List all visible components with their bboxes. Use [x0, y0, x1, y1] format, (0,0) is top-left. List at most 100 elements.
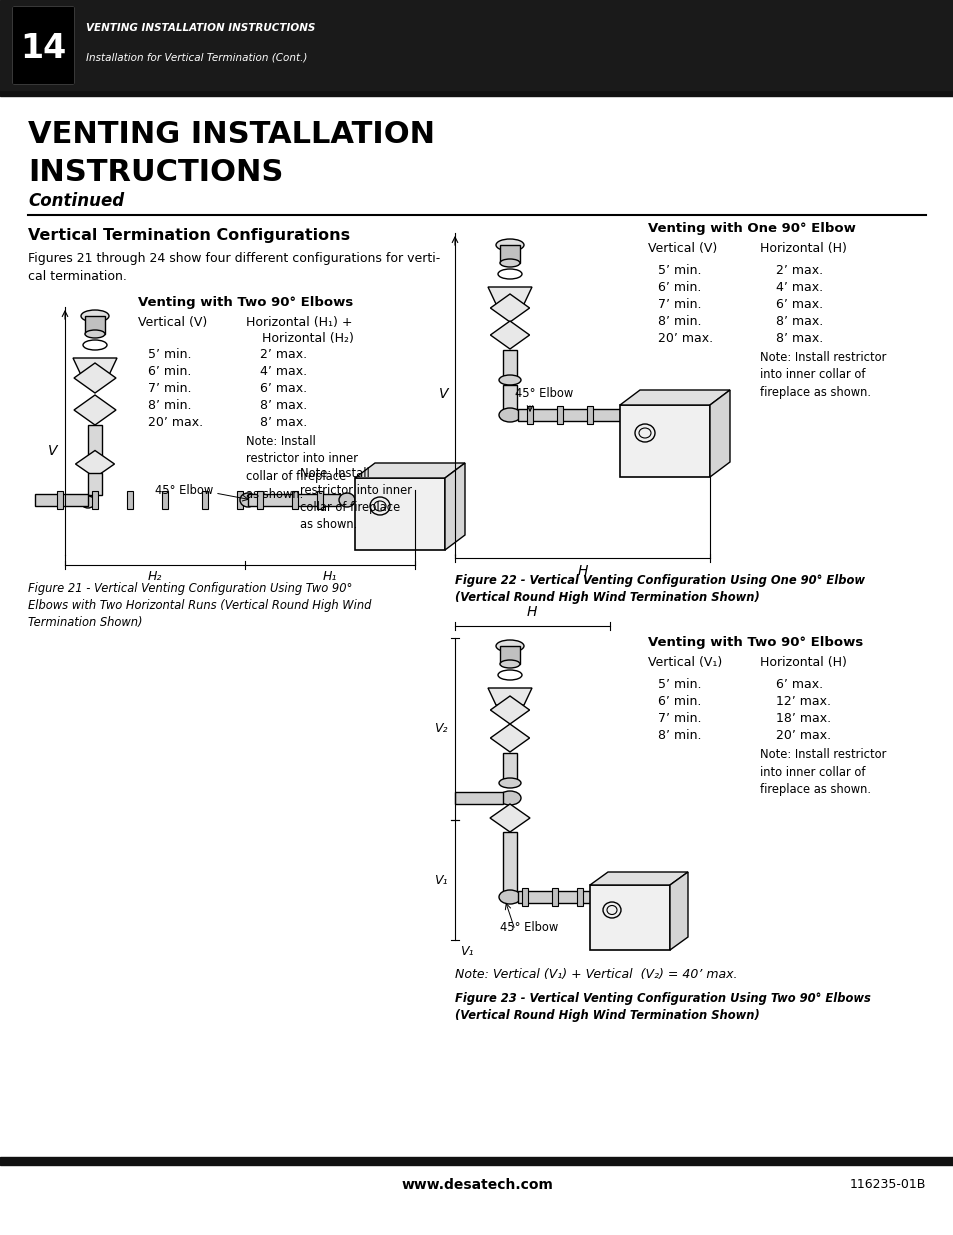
Text: Venting with Two 90° Elbows: Venting with Two 90° Elbows: [138, 296, 353, 309]
Text: 6’ max.: 6’ max.: [775, 298, 822, 311]
Text: Venting with One 90° Elbow: Venting with One 90° Elbow: [647, 222, 855, 235]
Polygon shape: [74, 363, 116, 393]
Text: VENTING INSTALLATION: VENTING INSTALLATION: [28, 120, 435, 149]
Text: 2’ max.: 2’ max.: [775, 264, 822, 277]
Ellipse shape: [498, 375, 520, 385]
Text: Note: Install
restrictor into inner
collar of fireplace
as shown.: Note: Install restrictor into inner coll…: [246, 435, 357, 500]
Bar: [88, 473, 102, 495]
Bar: [577, 888, 582, 906]
Text: Continued: Continued: [28, 191, 124, 210]
Bar: [57, 492, 63, 509]
Ellipse shape: [85, 330, 105, 338]
Text: V₁: V₁: [459, 945, 473, 958]
Text: H₂: H₂: [148, 571, 162, 583]
Polygon shape: [488, 688, 532, 705]
Bar: [517, 409, 619, 421]
Bar: [0, 1157, 953, 1165]
Text: Figure 21 - Vertical Venting Configuration Using Two 90°
Elbows with Two Horizon: Figure 21 - Vertical Venting Configurati…: [28, 582, 371, 629]
Polygon shape: [709, 390, 729, 477]
Text: Venting with Two 90° Elbows: Venting with Two 90° Elbows: [647, 636, 862, 650]
Bar: [91, 492, 98, 509]
Bar: [0, 0, 953, 90]
Text: 6’ max.: 6’ max.: [775, 678, 822, 692]
Ellipse shape: [496, 240, 523, 251]
Bar: [236, 492, 243, 509]
Polygon shape: [619, 390, 729, 405]
Text: H: H: [526, 605, 537, 619]
Ellipse shape: [338, 493, 355, 508]
Text: 6’ max.: 6’ max.: [260, 382, 307, 395]
Text: 45° Elbow: 45° Elbow: [499, 921, 558, 934]
Text: 8’ max.: 8’ max.: [775, 332, 822, 345]
Polygon shape: [488, 287, 532, 304]
Text: 8’ max.: 8’ max.: [260, 416, 307, 429]
Bar: [557, 406, 562, 424]
Text: 116235-01B: 116235-01B: [849, 1178, 925, 1192]
Text: V₂: V₂: [434, 722, 448, 736]
Bar: [517, 890, 595, 903]
Bar: [202, 492, 208, 509]
Polygon shape: [490, 294, 529, 322]
Text: Vertical (V): Vertical (V): [138, 316, 207, 329]
Bar: [499, 245, 519, 263]
Text: Installation for Vertical Termination (Cont.): Installation for Vertical Termination (C…: [86, 53, 307, 63]
Bar: [589, 885, 669, 950]
Bar: [316, 492, 323, 509]
Ellipse shape: [81, 496, 95, 508]
Bar: [455, 792, 502, 804]
Text: 8’ max.: 8’ max.: [260, 399, 307, 412]
Text: 12’ max.: 12’ max.: [775, 695, 830, 708]
Text: Horizontal (H): Horizontal (H): [760, 656, 846, 669]
Bar: [502, 385, 517, 415]
Polygon shape: [490, 804, 530, 832]
Bar: [552, 888, 558, 906]
Text: 4’ max.: 4’ max.: [260, 366, 307, 378]
Text: Vertical Termination Configurations: Vertical Termination Configurations: [28, 228, 350, 243]
Polygon shape: [490, 321, 529, 350]
Text: 20’ max.: 20’ max.: [658, 332, 713, 345]
Text: 2’ max.: 2’ max.: [260, 348, 307, 361]
Bar: [526, 406, 533, 424]
Text: 14: 14: [20, 32, 66, 64]
Text: 45° Elbow: 45° Elbow: [515, 387, 573, 400]
Bar: [127, 492, 132, 509]
Polygon shape: [490, 724, 529, 752]
Text: H: H: [578, 564, 588, 578]
Bar: [586, 406, 593, 424]
Polygon shape: [444, 463, 464, 550]
Ellipse shape: [496, 640, 523, 652]
Text: Horizontal (H₁) +
    Horizontal (H₂): Horizontal (H₁) + Horizontal (H₂): [246, 316, 354, 345]
Polygon shape: [73, 358, 117, 375]
Text: V₁: V₁: [434, 873, 448, 887]
Bar: [502, 753, 517, 783]
Polygon shape: [589, 872, 687, 885]
Ellipse shape: [240, 493, 255, 508]
Bar: [292, 492, 297, 509]
Bar: [499, 646, 519, 664]
Text: V: V: [438, 387, 448, 401]
Polygon shape: [74, 395, 116, 425]
Text: Figure 23 - Vertical Venting Configuration Using Two 90° Elbows
(Vertical Round : Figure 23 - Vertical Venting Configurati…: [455, 992, 870, 1023]
Bar: [85, 316, 105, 333]
Text: Vertical (V): Vertical (V): [647, 242, 717, 254]
Text: 20’ max.: 20’ max.: [775, 729, 830, 742]
Text: 4’ max.: 4’ max.: [775, 282, 822, 294]
Bar: [355, 478, 444, 550]
Bar: [502, 350, 517, 380]
Text: 6’ min.: 6’ min.: [658, 695, 700, 708]
Text: 45° Elbow: 45° Elbow: [154, 483, 213, 496]
Text: 5’ min.: 5’ min.: [658, 678, 700, 692]
Text: Note: Install restrictor
into inner collar of
fireplace as shown.: Note: Install restrictor into inner coll…: [760, 351, 885, 399]
Ellipse shape: [498, 408, 520, 422]
Ellipse shape: [499, 659, 519, 668]
Text: Figures 21 through 24 show four different configurations for verti-
cal terminat: Figures 21 through 24 show four differen…: [28, 252, 439, 284]
Ellipse shape: [499, 259, 519, 267]
Ellipse shape: [81, 310, 109, 322]
Text: 7’ min.: 7’ min.: [658, 298, 700, 311]
Bar: [256, 492, 263, 509]
Bar: [248, 494, 339, 506]
Text: 8’ min.: 8’ min.: [658, 315, 700, 329]
Polygon shape: [355, 463, 464, 478]
Text: 5’ min.: 5’ min.: [148, 348, 192, 361]
Text: INSTRUCTIONS: INSTRUCTIONS: [28, 158, 283, 186]
